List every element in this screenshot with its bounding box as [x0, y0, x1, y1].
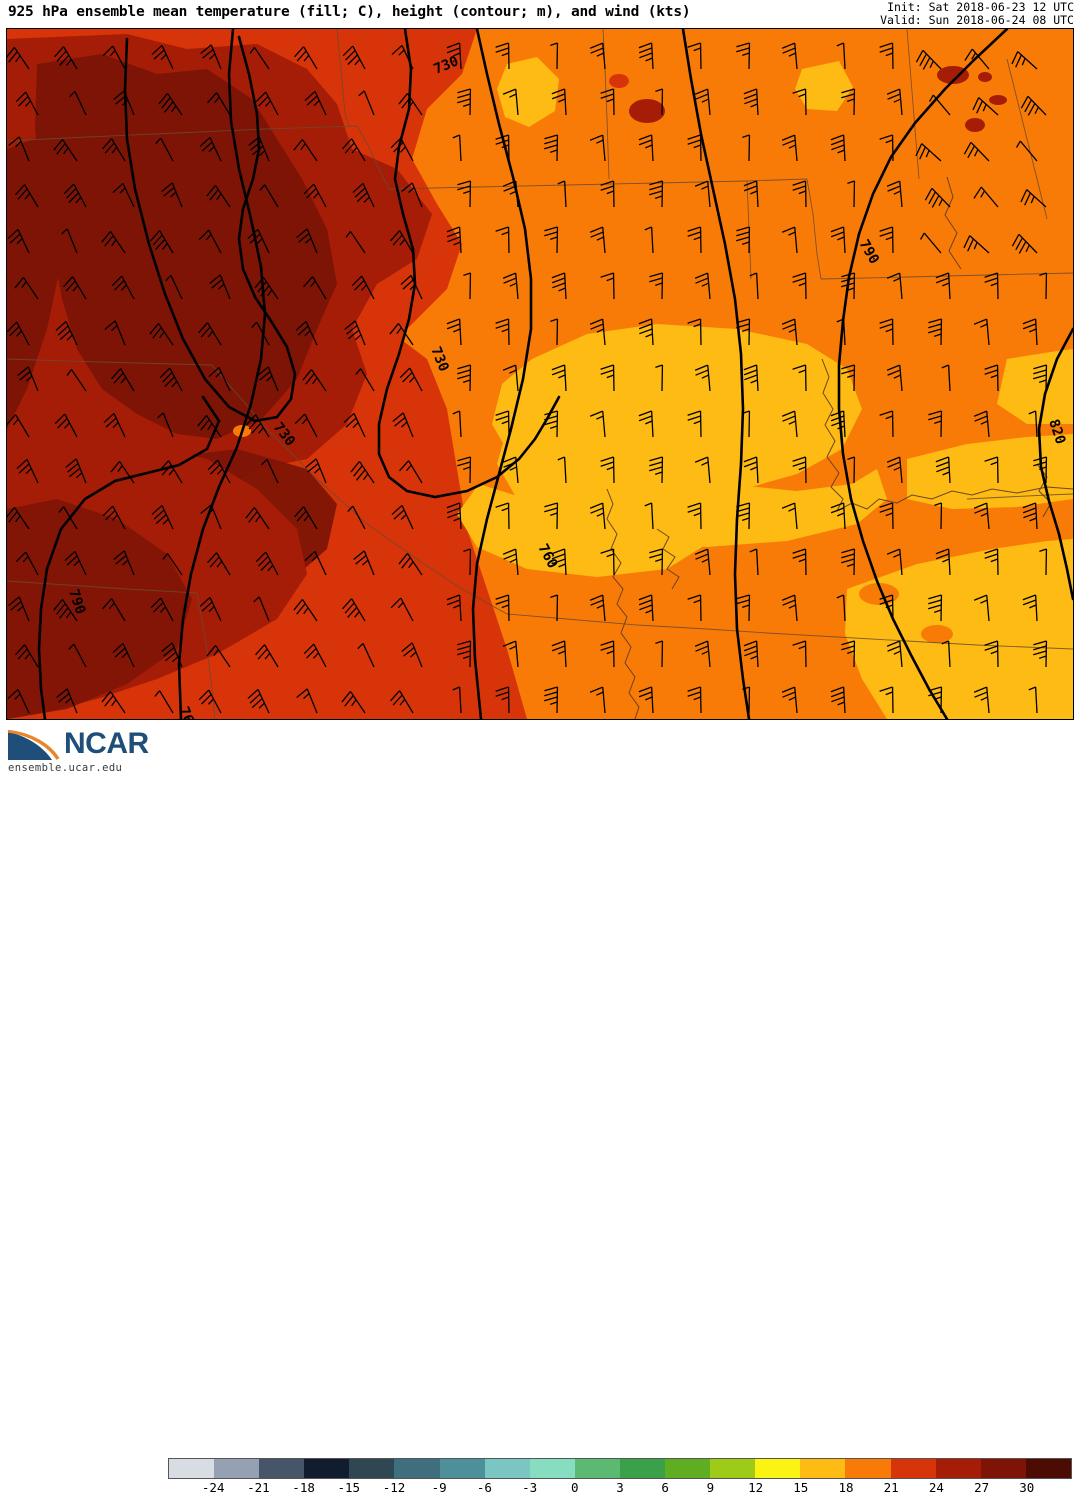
fill-region-warm-2 [347, 329, 527, 719]
fill-region-cool-tail [457, 484, 707, 577]
colorbar-cell-13 [755, 1459, 801, 1478]
colorbar-cell-17 [935, 1459, 981, 1478]
fill-region-cool-top-2 [795, 61, 853, 111]
colorbar-tick: 6 [661, 1480, 669, 1495]
colorbar-cell-4 [349, 1459, 395, 1478]
fill-region-cool-top [497, 57, 559, 127]
colorbar-tick: 9 [706, 1480, 715, 1495]
fill-speckle-4 [965, 118, 985, 132]
colorbar-tick: 30 [1019, 1480, 1035, 1495]
map-plot-svg: 730 730 730 760 760 790 790 820 [7, 29, 1073, 719]
colorbar-cell-11 [665, 1459, 711, 1478]
contour-label: 790 [65, 587, 88, 616]
colorbar-tick: -3 [522, 1480, 538, 1495]
colorbar-cell-8 [529, 1459, 575, 1478]
colorbar-cell-7 [484, 1459, 530, 1478]
colorbar-tick: -21 [247, 1480, 270, 1495]
contour-730-main [377, 29, 561, 499]
colorbar-tick: -15 [337, 1480, 361, 1495]
colorbar-cell-0 [169, 1459, 215, 1478]
political-boundaries [7, 29, 1073, 719]
colorbar-cell-14 [800, 1459, 846, 1478]
colorbar-tick: 0 [571, 1480, 579, 1495]
colorbar-tick: 21 [883, 1480, 899, 1495]
colorbar-cell-2 [259, 1459, 305, 1478]
colorbar-tick: 24 [928, 1480, 944, 1495]
contour-730-inner [37, 395, 221, 719]
contour-760-left [177, 29, 267, 719]
colorbar-cell-5 [394, 1459, 440, 1478]
fill-speckle-3 [989, 95, 1007, 105]
fill-region-very-hot-3 [7, 134, 67, 429]
colorbar-cell-10 [619, 1459, 666, 1478]
ncar-url-label: ensemble.ucar.edu [8, 762, 123, 774]
colorbar-cell-1 [214, 1459, 260, 1478]
colorbar-cell-18 [980, 1459, 1026, 1478]
valid-time-label: Valid: Sun 2018-06-24 08 UTC [880, 13, 1074, 27]
colorbar-cell-15 [845, 1459, 891, 1478]
fill-speckle-2 [978, 72, 992, 82]
colorbar-tick: 15 [793, 1480, 809, 1495]
temperature-colorbar[interactable]: -24 -21 -18 -15 -12 -9 -6 -3 0 3 6 9 12 15 18 21 24 27 30 [168, 1458, 1072, 1500]
fill-speckle-1 [937, 66, 969, 84]
colorbar-tick: 18 [838, 1480, 854, 1495]
colorbar-cell-12 [710, 1459, 756, 1478]
contour-730-loop [123, 35, 297, 423]
footer-bar: NCAR ensemble.ucar.edu -24 -21 -18 -15 -12 -9… [0, 722, 1080, 1495]
fill-speckle-9 [859, 583, 899, 605]
colorbar-cell-9 [574, 1459, 620, 1478]
colorbar-tick: -18 [292, 1480, 315, 1495]
colorbar-cell-16 [890, 1459, 936, 1478]
colorbar-tick-labels: -24 -21 -18 -15 -12 -9 -6 -3 0 3 6 9 12 15 18 21 24 27 30 [168, 1480, 1072, 1500]
colorbar-tick: -24 [201, 1480, 225, 1495]
colorbar-tick: -12 [382, 1480, 406, 1495]
colorbar-tick: 27 [974, 1480, 990, 1495]
header-bar: 925 hPa ensemble mean temperature (fill;… [0, 0, 1080, 28]
fill-region-cool-main-2 [497, 429, 887, 547]
ncar-swoosh-icon [7, 728, 62, 760]
ncar-logo[interactable]: NCAR ensemble.ucar.edu [4, 726, 164, 776]
colorbar-tick: 12 [748, 1480, 764, 1495]
colorbar-cell-3 [304, 1459, 350, 1478]
contour-820-right [1037, 327, 1073, 601]
contour-label: 820 [1045, 417, 1068, 446]
fill-speckle-10 [921, 625, 953, 643]
colorbar-tick: -9 [431, 1480, 447, 1495]
colorbar-tick: -6 [476, 1480, 492, 1495]
colorbar-cell-19 [1025, 1459, 1071, 1478]
init-time-label: Init: Sat 2018-06-23 12 UTC [887, 0, 1074, 14]
forecast-time-stamps: Init: Sat 2018-06-23 12 UTC Valid: Sun 2… [880, 1, 1074, 27]
fill-speckle-5 [629, 99, 665, 123]
contour-790-right [681, 29, 751, 719]
fill-speckle-6 [609, 74, 629, 88]
fill-speckle-8 [316, 454, 330, 464]
fill-region-cool-se [845, 539, 1073, 719]
colorbar-tick: 3 [616, 1480, 624, 1495]
ncar-wordmark: NCAR [64, 727, 149, 760]
page-title: 925 hPa ensemble mean temperature (fill;… [8, 4, 691, 20]
colorbar-swatches [168, 1458, 1072, 1479]
colorbar-cell-6 [439, 1459, 485, 1478]
map-canvas[interactable]: 730 730 730 760 760 790 790 820 [6, 28, 1074, 720]
